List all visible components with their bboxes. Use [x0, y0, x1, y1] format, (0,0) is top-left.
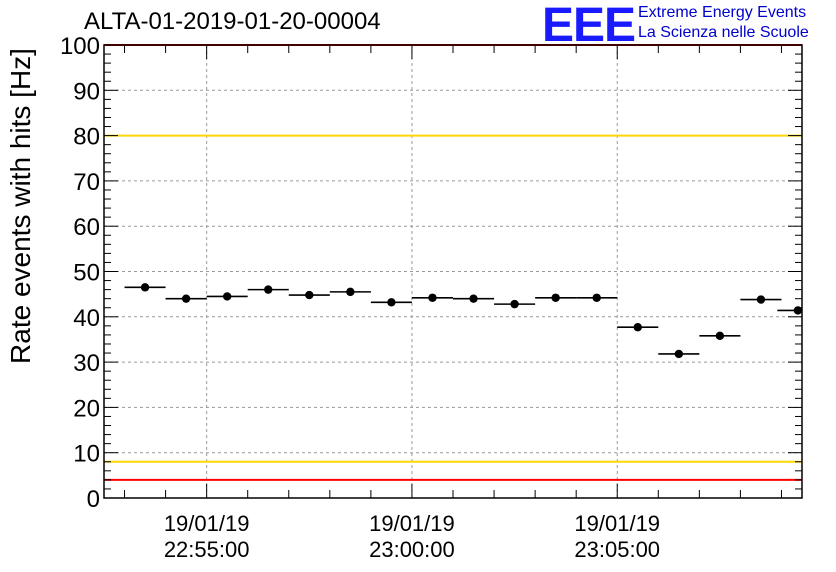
x-tick-date-label-0: 19/01/19: [164, 511, 250, 536]
y-tick-label-100: 100: [60, 33, 100, 60]
y-tick-label-0: 0: [87, 486, 100, 513]
data-point-7: [428, 293, 437, 302]
x-tick-date-label-2: 19/01/19: [574, 511, 660, 536]
y-tick-label-80: 80: [73, 124, 100, 151]
y-tick-label-90: 90: [73, 78, 100, 105]
y-tick-label-20: 20: [73, 395, 100, 422]
chart-title: ALTA-01-2019-01-20-00004: [84, 8, 381, 35]
data-point-2: [222, 292, 232, 301]
data-point-8: [469, 294, 478, 303]
y-tick-label-70: 70: [73, 169, 100, 196]
logo-subtitle-2: La Scienza nelle Scuole: [638, 24, 809, 41]
logo-subtitle-1: Extreme Energy Events: [638, 4, 807, 21]
data-point-9: [510, 299, 519, 309]
data-point-15: [756, 295, 766, 304]
x-tick-date-label-1: 19/01/19: [369, 511, 455, 536]
reference-lines: [104, 44, 802, 481]
data-point-16: [793, 306, 803, 315]
data-point-3: [264, 285, 273, 294]
data-point-14: [715, 331, 725, 341]
data-point-12: [633, 323, 642, 332]
data-point-11: [592, 293, 601, 302]
y-tick-label-30: 30: [73, 350, 100, 377]
y-tick-label-40: 40: [73, 305, 100, 332]
data-point-10: [551, 293, 560, 302]
grid-layer: [104, 45, 802, 498]
tick-labels: 010203040506070809010019/01/1922:55:0019…: [60, 33, 660, 562]
data-series: [124, 283, 803, 359]
x-tick-time-label-0: 22:55:00: [164, 537, 250, 562]
data-point-13: [674, 349, 684, 359]
x-tick-time-label-2: 23:05:00: [574, 537, 660, 562]
x-tick-time-label-1: 23:00:00: [369, 537, 455, 562]
data-point-5: [346, 287, 355, 297]
y-tick-label-50: 50: [73, 260, 100, 287]
y-axis-label: Rate events with hits [Hz]: [5, 48, 36, 364]
y-tick-label-10: 10: [73, 441, 100, 468]
eee-logo: EEE: [542, 0, 636, 52]
data-point-4: [305, 290, 314, 300]
data-point-6: [387, 298, 396, 307]
y-tick-label-60: 60: [73, 214, 100, 241]
data-point-0: [140, 283, 150, 292]
axes: [103, 44, 803, 499]
data-point-1: [181, 294, 191, 303]
